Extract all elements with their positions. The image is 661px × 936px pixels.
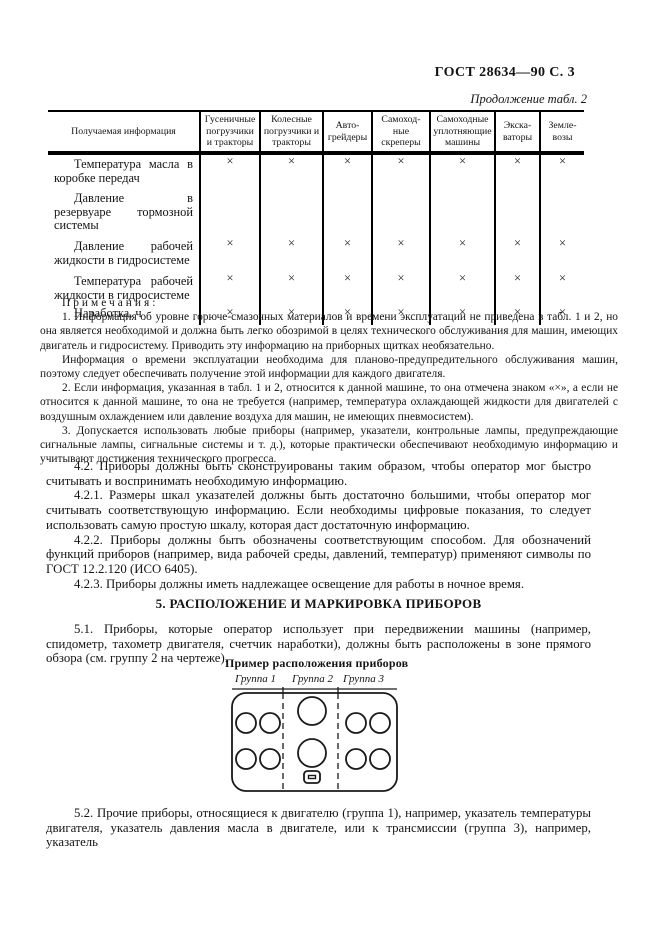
x-mark-cell: × bbox=[429, 306, 495, 325]
x-mark-cell: × bbox=[259, 306, 323, 325]
x-mark-cell bbox=[539, 189, 584, 237]
x-mark-cell bbox=[259, 189, 323, 237]
x-mark-cell: × bbox=[199, 153, 260, 190]
clause-4-2-1: 4.2.1. Размеры шкал указателей должны бы… bbox=[46, 488, 591, 532]
row-label: Давление в резервуаре тормозной системы bbox=[54, 191, 193, 233]
group-3-label: Группа 3 bbox=[343, 673, 384, 685]
x-mark-cell bbox=[371, 189, 430, 237]
x-mark-cell: × bbox=[259, 153, 323, 190]
col-header-compactors: Самоходные уплотняющие машины bbox=[429, 111, 495, 155]
clause-4-2-block: 4.2. Приборы должны быть сконструированы… bbox=[46, 459, 591, 591]
col-header-info: Получаемая информация bbox=[48, 111, 200, 155]
gauge-circle-large bbox=[297, 738, 327, 768]
row-label: Температура масла в коробке передач bbox=[54, 157, 193, 185]
x-mark-cell bbox=[429, 189, 495, 237]
x-mark-cell: × bbox=[199, 271, 260, 307]
gauge-circle bbox=[259, 712, 281, 734]
col-header-crawler-loaders: Гусеничные погрузчики и тракторы bbox=[199, 111, 260, 155]
x-mark-cell bbox=[322, 189, 372, 237]
gauge-circle bbox=[235, 712, 257, 734]
notes-block: Примечания: 1. Информация об уровне горю… bbox=[40, 296, 618, 466]
note-item: 2. Если информация, указанная в табл. 1 … bbox=[40, 382, 618, 423]
table-row: Наработка, ч × × × × × × × bbox=[48, 306, 584, 325]
table-row: Давление в резервуаре тормозной системы bbox=[48, 189, 584, 237]
x-mark-cell: × bbox=[429, 271, 495, 307]
table-continuation-caption: Продолжение табл. 2 bbox=[470, 92, 587, 106]
x-mark-cell: × bbox=[199, 236, 260, 272]
note-item: 3. Допускается использовать любые прибор… bbox=[40, 424, 618, 466]
row-label: Наработка, ч bbox=[74, 306, 142, 321]
x-mark-cell: × bbox=[322, 236, 372, 272]
clause-5-2: 5.2. Прочие приборы, относящиеся к двига… bbox=[46, 806, 591, 850]
x-mark-cell: × bbox=[539, 236, 584, 272]
section-5-heading: 5. РАСПОЛОЖЕНИЕ И МАРКИРОВКА ПРИБОРОВ bbox=[155, 596, 482, 611]
col-header-scrapers: Самоход-ные скреперы bbox=[371, 111, 430, 155]
table-row: Температура масла в коробке передач × × … bbox=[48, 153, 584, 190]
x-mark-cell: × bbox=[371, 153, 430, 190]
table-row: Температура рабочей жидкости в гидросист… bbox=[48, 271, 584, 307]
col-header-wheel-loaders: Колесные погрузчики и тракторы bbox=[259, 111, 323, 155]
x-mark-cell: × bbox=[539, 153, 584, 190]
notes-title: Примечания: bbox=[62, 297, 159, 309]
gauge-circle bbox=[345, 748, 367, 770]
gauge-circle bbox=[369, 712, 391, 734]
clause-4-2-3: 4.2.3. Приборы должны иметь надлежащее о… bbox=[74, 576, 525, 591]
x-mark-cell: × bbox=[371, 306, 430, 325]
x-mark-cell: × bbox=[494, 306, 540, 325]
x-mark-cell: × bbox=[322, 271, 372, 307]
x-mark-cell: × bbox=[322, 306, 372, 325]
gauge-circle-large bbox=[297, 696, 327, 726]
row-label: Температура рабочей жидкости в гидросист… bbox=[54, 273, 193, 302]
x-mark-cell bbox=[199, 189, 260, 237]
figure-title: Пример расположения приборов bbox=[225, 656, 409, 670]
row-label: Давление рабочей жидкости в гидросистеме bbox=[54, 238, 193, 267]
x-mark-cell: × bbox=[429, 236, 495, 272]
instrument-panel-drawing bbox=[231, 687, 398, 792]
x-mark-cell: × bbox=[371, 271, 430, 307]
information-table: Получаемая информация Гусеничные погрузч… bbox=[48, 110, 584, 325]
gauge-circle bbox=[259, 748, 281, 770]
x-mark-cell: × bbox=[259, 271, 323, 307]
clause-4-2-2: 4.2.2. Приборы должны быть обозначены со… bbox=[46, 532, 591, 576]
table-header-row: Получаемая информация Гусеничные погрузч… bbox=[48, 111, 584, 155]
x-mark-cell bbox=[494, 189, 540, 237]
panel-outline bbox=[231, 692, 398, 792]
gauge-circle bbox=[345, 712, 367, 734]
group-1-label: Группа 1 bbox=[235, 673, 276, 685]
instrument-layout-figure: Пример расположения приборов Группа 1 Гр… bbox=[225, 656, 409, 794]
clause-4-2: 4.2. Приборы должны быть сконструированы… bbox=[46, 459, 591, 488]
note-item: 1. Информация об уровне горюче-смазочных… bbox=[40, 311, 618, 352]
table-row: Давление рабочей жидкости в гидросистеме… bbox=[48, 236, 584, 272]
gauge-circle bbox=[369, 748, 391, 770]
x-mark-cell: × bbox=[494, 236, 540, 272]
indicator-slot bbox=[307, 774, 317, 780]
note-item: Информация о времени эксплуатации необхо… bbox=[40, 353, 618, 381]
x-mark-cell: × bbox=[494, 271, 540, 307]
doc-reference: ГОСТ 28634—90 С. 3 bbox=[434, 65, 575, 80]
col-header-graders: Авто-грейдеры bbox=[322, 111, 372, 155]
indicator-button bbox=[303, 770, 321, 784]
x-mark-cell: × bbox=[322, 153, 372, 190]
x-mark-cell: × bbox=[371, 236, 430, 272]
gauge-circle bbox=[235, 748, 257, 770]
x-mark-cell: × bbox=[494, 153, 540, 190]
x-mark-cell: × bbox=[539, 271, 584, 307]
x-mark-cell: × bbox=[539, 306, 584, 325]
group-2-label: Группа 2 bbox=[292, 673, 333, 685]
col-header-dumpers: Земле-возы bbox=[539, 111, 584, 155]
x-mark-cell: × bbox=[259, 236, 323, 272]
group-labels-row: Группа 1 Группа 2 Группа 3 bbox=[225, 672, 405, 687]
col-header-excavators: Экска-ваторы bbox=[494, 111, 540, 155]
x-mark-cell: × bbox=[429, 153, 495, 190]
x-mark-cell: × bbox=[199, 306, 260, 325]
clause-5-1: 5.1. Приборы, которые оператор используе… bbox=[46, 622, 591, 666]
